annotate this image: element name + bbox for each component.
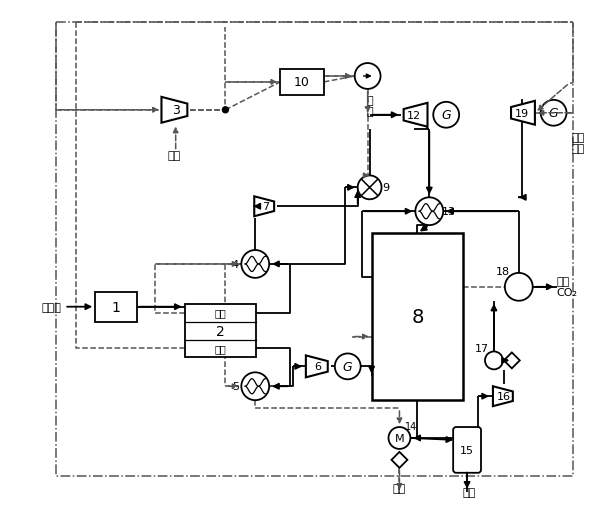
Circle shape <box>541 100 566 126</box>
Text: 凝水: 凝水 <box>463 487 476 497</box>
Bar <box>280 70 324 95</box>
Text: 9: 9 <box>382 183 389 193</box>
Polygon shape <box>404 104 427 127</box>
Circle shape <box>505 273 533 301</box>
Bar <box>95 292 137 322</box>
Text: 2: 2 <box>216 324 225 338</box>
Circle shape <box>241 373 269 400</box>
Text: G: G <box>343 360 353 373</box>
Circle shape <box>358 176 382 200</box>
Text: 18: 18 <box>496 266 510 276</box>
Polygon shape <box>306 356 328 378</box>
Bar <box>185 304 256 358</box>
Text: 5: 5 <box>232 381 239 391</box>
Circle shape <box>335 354 361 380</box>
Circle shape <box>415 198 443 226</box>
Text: 7: 7 <box>262 202 269 212</box>
Polygon shape <box>254 197 274 217</box>
Text: 4: 4 <box>232 260 239 269</box>
Text: 天然气: 天然气 <box>41 302 61 312</box>
Polygon shape <box>504 353 520 369</box>
Circle shape <box>355 64 380 90</box>
Polygon shape <box>493 386 513 407</box>
Text: 6: 6 <box>314 362 322 372</box>
Circle shape <box>433 103 459 128</box>
Circle shape <box>223 108 229 114</box>
FancyBboxPatch shape <box>453 427 481 473</box>
Bar <box>371 234 463 400</box>
Text: M: M <box>395 433 404 443</box>
Text: 8: 8 <box>411 308 424 327</box>
Polygon shape <box>391 452 407 468</box>
Text: 16: 16 <box>497 391 511 401</box>
Text: 19: 19 <box>515 109 529 119</box>
Circle shape <box>485 352 503 370</box>
Text: 阴极: 阴极 <box>215 344 226 354</box>
Text: 空气: 空气 <box>167 150 181 160</box>
Text: 10: 10 <box>294 76 310 89</box>
Text: G: G <box>549 107 559 120</box>
Text: 12: 12 <box>407 111 421 121</box>
Text: 过热
蒸汽: 过热 蒸汽 <box>572 133 585 154</box>
Text: 阳极: 阳极 <box>215 308 226 318</box>
Text: 13: 13 <box>442 207 456 217</box>
Text: 1: 1 <box>112 300 121 314</box>
Polygon shape <box>511 102 535 125</box>
Circle shape <box>389 427 410 449</box>
Text: G: G <box>442 109 451 122</box>
Circle shape <box>241 250 269 278</box>
Text: 空气: 空气 <box>393 483 406 493</box>
Text: 17: 17 <box>475 344 489 354</box>
Text: 14: 14 <box>405 421 418 431</box>
Text: 3: 3 <box>172 104 179 117</box>
Polygon shape <box>161 97 187 123</box>
Text: 纯
氧: 纯 氧 <box>367 96 373 117</box>
Text: 液态
CO₂: 液态 CO₂ <box>557 277 578 297</box>
Text: 15: 15 <box>460 445 474 455</box>
